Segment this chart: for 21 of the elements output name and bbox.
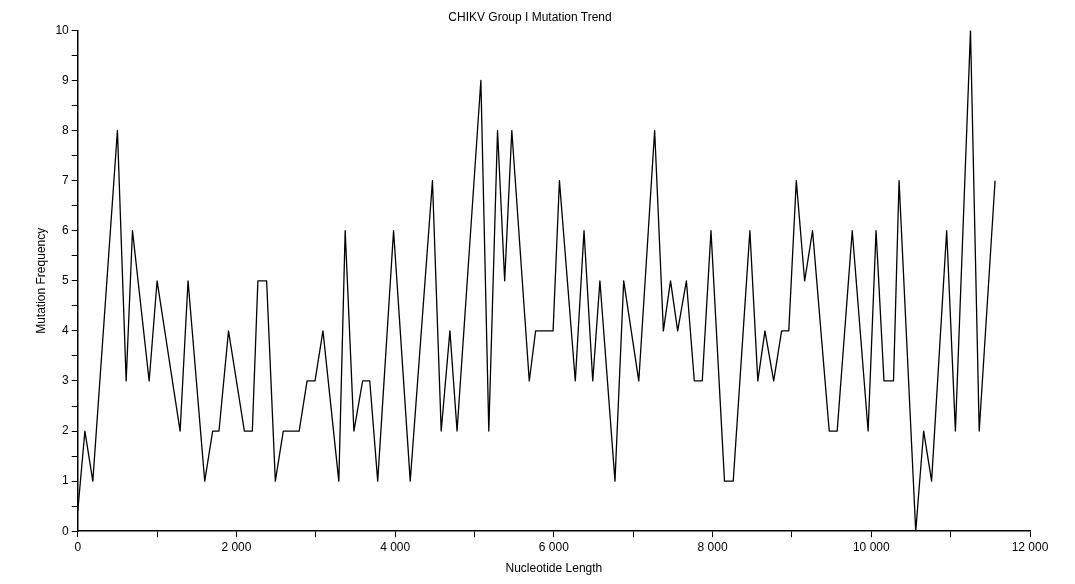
x-axis-title: Nucleotide Length [505,561,603,576]
y-tick-label: 4 [62,323,70,338]
y-axis-title: Mutation Frequency [33,227,48,334]
x-tick-label: 8 000 [697,539,728,554]
y-tick-label: 8 [62,122,70,137]
x-tick-label: 6 000 [538,539,570,554]
y-tick-label: 10 [55,22,70,37]
y-tick-label: 3 [62,373,70,388]
x-tick-label: 12 000 [1011,539,1049,554]
x-tick-label: 10 000 [852,539,890,554]
y-tick-label: 5 [62,273,70,288]
y-tick-label: 6 [62,223,70,238]
y-tick-label: 7 [62,172,70,187]
y-tick-label: 1 [62,473,70,488]
y-tick-label: 9 [62,72,70,87]
x-tick-label: 4 000 [380,539,411,554]
y-tick-label: 2 [62,423,70,438]
x-tick-label: 2 000 [221,539,252,554]
y-tick-label: 0 [62,523,70,538]
x-tick-label: 0 [74,539,82,554]
chart-title: CHIKV Group I Mutation Trend [448,9,612,24]
